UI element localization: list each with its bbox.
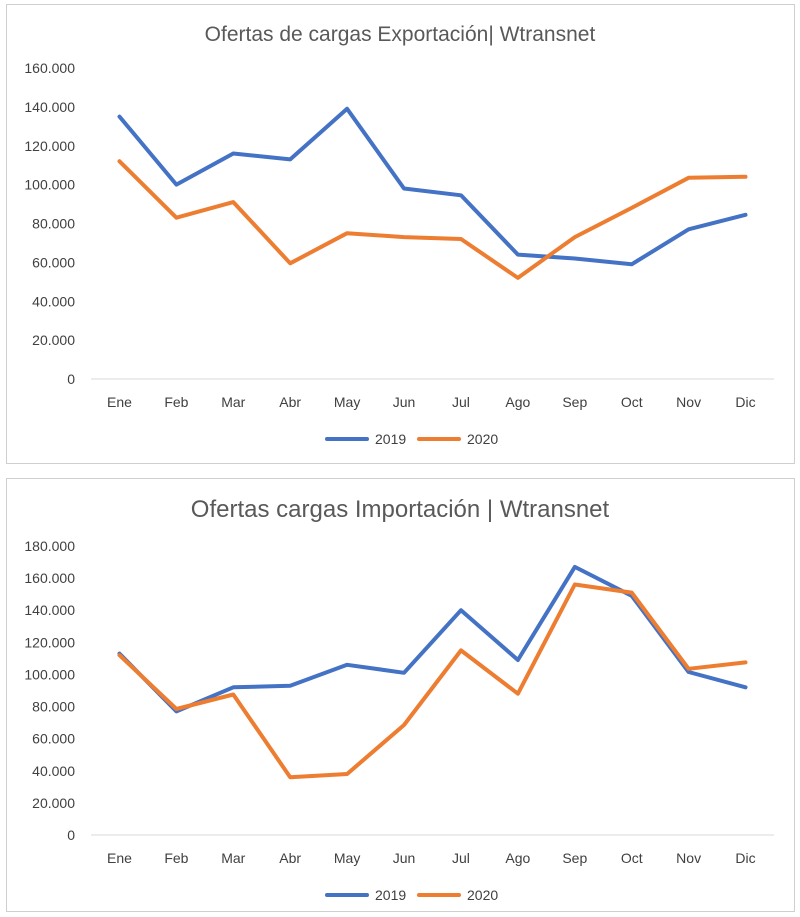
x-tick-label: Abr — [279, 850, 301, 866]
x-tick-label: Nov — [676, 394, 701, 410]
x-tick-label: Jul — [452, 394, 470, 410]
x-tick-label: Mar — [221, 850, 245, 866]
x-tick-label: Ene — [107, 394, 132, 410]
legend-label-2019: 2019 — [375, 887, 406, 903]
y-tick-label: 40.000 — [32, 763, 75, 779]
x-tick-label: Dic — [735, 394, 755, 410]
x-tick-label: Mar — [221, 394, 245, 410]
x-tick-label: Jun — [393, 850, 416, 866]
y-tick-label: 0 — [67, 827, 75, 843]
x-tick-label: Ago — [505, 850, 530, 866]
x-tick-label: Abr — [279, 394, 301, 410]
x-tick-label: Ago — [505, 394, 530, 410]
x-tick-label: Feb — [164, 850, 188, 866]
y-tick-label: 160.000 — [24, 570, 75, 586]
series-line-2020 — [117, 582, 748, 780]
x-tick-label: Jul — [452, 850, 470, 866]
x-tick-label: Ene — [107, 850, 132, 866]
y-tick-label: 120.000 — [24, 634, 75, 650]
y-tick-label: 140.000 — [24, 602, 75, 618]
y-tick-label: 0 — [67, 371, 75, 387]
legend-label-2019: 2019 — [375, 431, 406, 447]
x-tick-label: Nov — [676, 850, 701, 866]
x-tick-label: May — [334, 850, 360, 866]
x-tick-label: Jun — [393, 394, 416, 410]
y-tick-label: 100.000 — [24, 666, 75, 682]
x-tick-label: Dic — [735, 850, 755, 866]
y-tick-label: 80.000 — [32, 699, 75, 715]
y-tick-label: 140.000 — [24, 99, 75, 115]
y-tick-label: 180.000 — [24, 538, 75, 554]
y-tick-label: 120.000 — [24, 138, 75, 154]
export-chart-panel: Ofertas de cargas Exportación| Wtransnet… — [6, 4, 795, 464]
y-tick-label: 60.000 — [32, 254, 75, 270]
x-tick-label: Oct — [621, 850, 643, 866]
y-tick-label: 80.000 — [32, 216, 75, 232]
x-tick-label: Feb — [164, 394, 188, 410]
y-tick-label: 20.000 — [32, 795, 75, 811]
legend-label-2020: 2020 — [467, 887, 498, 903]
export-line-chart: Ofertas de cargas Exportación| Wtransnet… — [24, 23, 774, 447]
series-line-2020 — [117, 159, 748, 280]
y-tick-label: 160.000 — [24, 60, 75, 76]
chart-title: Ofertas cargas Importación | Wtransnet — [191, 496, 610, 523]
x-tick-label: May — [334, 394, 360, 410]
series-line-2019 — [117, 106, 748, 267]
x-tick-label: Sep — [562, 394, 587, 410]
chart-title: Ofertas de cargas Exportación| Wtransnet — [205, 23, 596, 46]
x-tick-label: Oct — [621, 394, 643, 410]
y-tick-label: 20.000 — [32, 332, 75, 348]
x-tick-label: Sep — [562, 850, 587, 866]
y-tick-label: 100.000 — [24, 177, 75, 193]
y-tick-label: 60.000 — [32, 731, 75, 747]
y-tick-label: 40.000 — [32, 293, 75, 309]
import-line-chart: Ofertas cargas Importación | Wtransnet 0 2… — [24, 496, 774, 903]
import-chart-panel: Ofertas cargas Importación | Wtransnet 0 2… — [6, 478, 795, 912]
legend-label-2020: 2020 — [467, 431, 498, 447]
